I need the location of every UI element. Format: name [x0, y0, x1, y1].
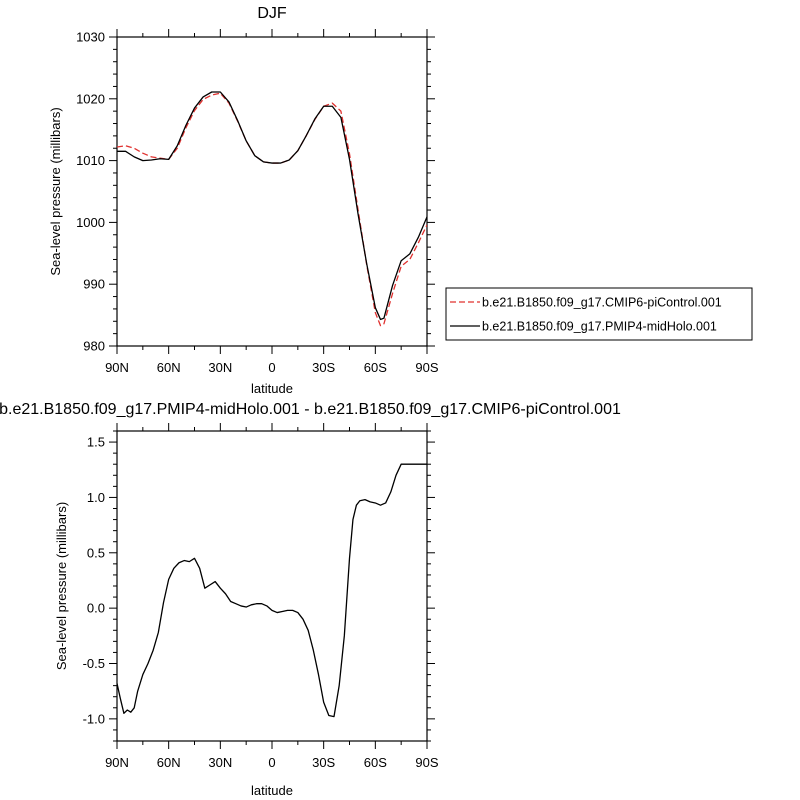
panel2-series-line-1 [117, 463, 427, 718]
panel2-xtick-label: 30S [312, 755, 335, 770]
panel1-ytick-label: 980 [83, 339, 105, 354]
panel2-xtick-label: 90N [105, 755, 129, 770]
panel1-xtick-label: 0 [268, 360, 275, 375]
panel1-x-axis-label: latitude [251, 381, 293, 396]
panel1-xtick-label: 90S [415, 360, 438, 375]
panel2-xtick-label: 90S [415, 755, 438, 770]
panel1-xtick-label: 90N [105, 360, 129, 375]
panel1-ytick-label: 1010 [76, 153, 105, 168]
panel2-xtick-label: 30N [208, 755, 232, 770]
panel2-ytick-label: -1.0 [83, 711, 105, 726]
panel2-ytick-label: 0.5 [87, 545, 105, 560]
legend-box [445, 287, 753, 341]
panel1-xtick-label: 60S [364, 360, 387, 375]
panel2-x-axis-label: latitude [251, 783, 293, 798]
legend-label-2: b.e21.B1850.f09_g17.PMIP4-midHolo.001 [482, 320, 717, 334]
panel2-plot-frame [116, 430, 428, 742]
panel1-xtick-label: 60N [157, 360, 181, 375]
panel2-xtick-label: 60S [364, 755, 387, 770]
panel2-ytick-label: 0.0 [87, 601, 105, 616]
panel1-plot-frame [116, 36, 428, 347]
panel1-ytick-label: 990 [83, 277, 105, 292]
panel1-series-line-2 [117, 91, 427, 321]
panel2-y-axis-label: Sea-level pressure (millibars) [54, 502, 69, 670]
panel2-xtick-label: 60N [157, 755, 181, 770]
panel2-chart-title: b.e21.B1850.f09_g17.PMIP4-midHolo.001 - … [0, 401, 621, 418]
panel1-chart-title: DJF [257, 5, 287, 22]
panel1-xtick-label: 30N [208, 360, 232, 375]
panel1-ytick-label: 1020 [76, 91, 105, 106]
panel2-ytick-label: 1.5 [87, 435, 105, 450]
panel1-xtick-label: 30S [312, 360, 335, 375]
panel1-series-line-1 [117, 92, 427, 327]
panel2-xtick-label: 0 [268, 755, 275, 770]
panel2-ytick-label: -0.5 [83, 656, 105, 671]
panel2-ytick-label: 1.0 [87, 490, 105, 505]
panel1-y-axis-label: Sea-level pressure (millibars) [48, 107, 63, 275]
legend-label-1: b.e21.B1850.f09_g17.CMIP6-piControl.001 [482, 296, 722, 310]
panel1-ytick-label: 1030 [76, 30, 105, 45]
panel1-ytick-label: 1000 [76, 215, 105, 230]
